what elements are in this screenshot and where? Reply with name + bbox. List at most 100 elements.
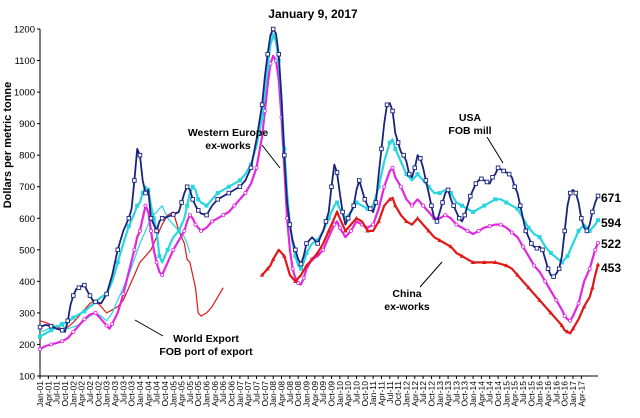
- series-point-usa-fob-mill: [401, 152, 406, 158]
- series-point-magenta-series: [82, 317, 87, 322]
- x-tick-label: Oct-13: [460, 381, 470, 407]
- x-tick-label: Jan-08: [268, 381, 278, 407]
- series-point-usa-fob-mill: [148, 216, 154, 221]
- annotation-world-export-line2: FOB port of export: [159, 346, 253, 358]
- series-point-usa-fob-mill: [590, 209, 595, 215]
- series-point-usa-fob-mill: [293, 247, 298, 253]
- series-point-usa-fob-mill: [412, 165, 418, 171]
- series-point-china-ex-works: [265, 266, 270, 271]
- series-point-magenta-series: [337, 225, 342, 230]
- series-point-magenta-series: [182, 228, 187, 233]
- series-point-china-ex-works: [595, 262, 601, 267]
- series-point-usa-fob-mill: [270, 26, 276, 32]
- series-point-china-ex-works: [415, 215, 420, 220]
- series-point-magenta-series: [268, 61, 273, 66]
- series-point-usa-fob-mill: [171, 212, 176, 217]
- x-tick-label: Jan-12: [401, 381, 411, 407]
- series-point-western-europe-ex-works: [298, 266, 303, 271]
- series-point-china-ex-works: [326, 228, 331, 233]
- x-tick-label: Jul-13: [451, 381, 461, 404]
- series-point-western-europe-ex-works: [49, 328, 54, 333]
- series-point-magenta-series: [143, 203, 148, 208]
- end-label-usa: 671: [601, 191, 621, 205]
- series-point-magenta-series: [210, 219, 215, 224]
- series-point-china-ex-works: [570, 326, 576, 331]
- series-point-western-europe-ex-works: [196, 197, 201, 202]
- series-point-magenta-series: [232, 203, 237, 208]
- series-point-usa-fob-mill: [315, 241, 320, 246]
- series-point-western-europe-ex-works: [271, 33, 276, 38]
- x-tick-label: Jul-11: [385, 381, 395, 404]
- series-line-magenta-series: [39, 54, 600, 351]
- series-point-china-ex-works: [581, 304, 587, 309]
- series-point-usa-fob-mill: [93, 299, 98, 305]
- series-point-usa-fob-mill: [473, 181, 479, 186]
- series-point-usa-fob-mill: [59, 328, 65, 333]
- series-point-usa-fob-mill: [540, 247, 545, 253]
- annotation-china-line1: China: [392, 288, 421, 300]
- series-point-usa-fob-mill: [184, 184, 190, 189]
- series-point-magenta-series: [554, 298, 559, 303]
- series-point-usa-fob-mill: [551, 274, 556, 279]
- series-point-magenta-series: [498, 222, 503, 227]
- series-point-usa-fob-mill: [545, 266, 551, 271]
- series-point-usa-fob-mill: [37, 324, 43, 330]
- series-point-usa-fob-mill: [462, 212, 467, 218]
- annotation-china-leader: [419, 261, 443, 288]
- y-tick-labels: 100 200 300 400 500 600 700 800 900 1000 1100 1200: [14, 25, 40, 383]
- series-point-usa-fob-mill: [104, 291, 109, 297]
- series-point-western-europe-ex-works: [448, 191, 453, 196]
- series-point-western-europe-ex-works: [576, 228, 581, 233]
- x-tick-label: Oct-05: [193, 381, 203, 407]
- series-point-western-europe-ex-works: [387, 140, 392, 145]
- series-point-usa-fob-mill: [304, 241, 309, 246]
- series-point-magenta-series: [290, 266, 295, 271]
- series-point-usa-fob-mill: [190, 197, 195, 202]
- series-point-magenta-series: [562, 314, 567, 319]
- x-tick-label: Oct-07: [260, 381, 270, 407]
- series-point-usa-fob-mill: [512, 184, 517, 189]
- series-point-magenta-series: [421, 203, 426, 208]
- series-point-magenta-series: [487, 224, 492, 229]
- series-point-usa-fob-mill: [154, 228, 159, 234]
- annotation-china: China ex-works: [384, 261, 443, 313]
- series-point-usa-fob-mill: [265, 51, 270, 57]
- series-point-usa-fob-mill: [362, 197, 368, 202]
- series-point-usa-fob-mill: [423, 178, 429, 183]
- x-tick-label: Apr-12: [410, 381, 420, 407]
- x-tick-label: Apr-16: [543, 381, 553, 407]
- series-point-usa-fob-mill: [204, 212, 209, 218]
- series-point-china-ex-works: [259, 272, 265, 277]
- x-tick-label: Oct-14: [493, 381, 503, 407]
- series-point-usa-fob-mill: [390, 108, 395, 114]
- x-tick-label: Oct-06: [227, 381, 237, 407]
- x-tick-label: Jan-05: [168, 381, 178, 407]
- x-tick-label: Jan-14: [468, 381, 478, 407]
- axes: [39, 29, 598, 377]
- series-point-china-ex-works: [590, 285, 595, 290]
- x-tick-label: Oct-11: [393, 381, 403, 406]
- series-point-western-europe-ex-works: [304, 250, 309, 255]
- series-point-western-europe-ex-works: [587, 228, 592, 233]
- x-tick-label: Apr-11: [376, 381, 386, 406]
- series-point-usa-fob-mill: [282, 152, 287, 158]
- series-point-usa-fob-mill: [495, 165, 501, 171]
- series-point-magenta-series: [521, 244, 526, 249]
- series-point-western-europe-ex-works: [596, 218, 600, 223]
- x-tick-label: Jul-01: [52, 381, 62, 404]
- series-point-western-europe-ex-works: [226, 184, 231, 189]
- series-point-china-ex-works: [343, 228, 348, 233]
- series-point-magenta-series: [465, 228, 470, 233]
- series-point-western-europe-ex-works: [115, 260, 120, 265]
- x-tick-label: Apr-06: [210, 381, 220, 407]
- x-tick-label: Oct-12: [426, 381, 436, 407]
- x-tick-label: Apr-05: [177, 381, 187, 407]
- series-point-magenta-series: [543, 279, 548, 284]
- series-point-china-ex-works: [437, 237, 442, 242]
- series-point-western-europe-ex-works: [343, 216, 348, 221]
- series-point-china-ex-works: [481, 260, 487, 265]
- series-point-magenta-series: [454, 222, 459, 227]
- series-point-western-europe-ex-works: [265, 64, 270, 69]
- series-point-usa-fob-mill: [523, 228, 529, 234]
- x-tick-label: Jul-06: [218, 381, 228, 404]
